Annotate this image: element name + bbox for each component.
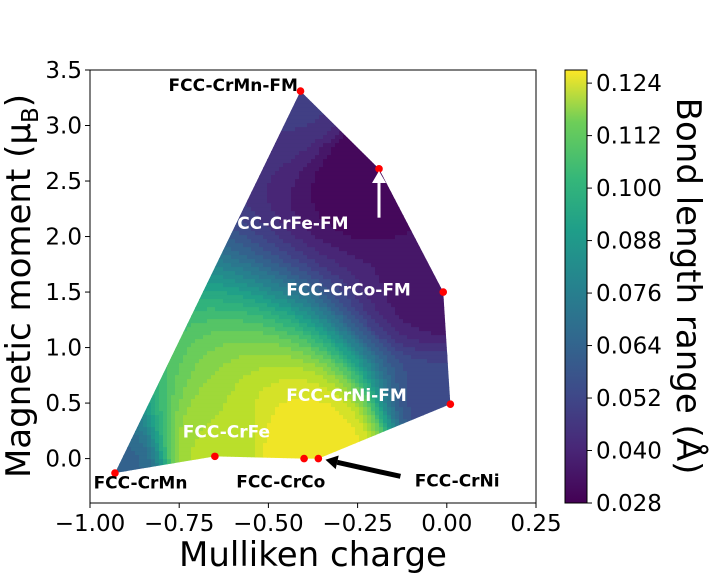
colorbar-tick-label: 0.088 bbox=[596, 229, 662, 255]
x-tick-label: −0.75 bbox=[144, 511, 214, 537]
x-tick-label: −1.00 bbox=[55, 511, 125, 537]
point-fcc-crni-fm bbox=[446, 400, 455, 408]
colorbar-tick-label: 0.064 bbox=[596, 334, 662, 360]
annotation-fcc-crni: FCC-CrNi bbox=[415, 471, 500, 491]
point-fcc-crni bbox=[314, 454, 323, 463]
y-axis-label: Magnetic moment (μB) bbox=[0, 94, 44, 478]
annotation-fcc-crfe-fm: FCC-CrFe-FM bbox=[226, 214, 349, 234]
point-fcc-crmn-fm bbox=[296, 87, 305, 95]
y-axis-ticks: 0.0 0.5 1.0 1.5 2.0 2.5 3.0 3.5 bbox=[45, 58, 90, 473]
point-fcc-crfe bbox=[211, 452, 219, 461]
x-axis-ticks: −1.00 −0.75 −0.50 −0.25 0.00 0.25 bbox=[55, 503, 562, 537]
point-fcc-crco-fm bbox=[439, 288, 448, 296]
colorbar-tick-label: 0.028 bbox=[596, 491, 662, 517]
annotation-fcc-crni-fm: FCC-CrNi-FM bbox=[286, 386, 407, 406]
x-tick-label: 0.00 bbox=[421, 511, 472, 537]
x-tick-label: −0.50 bbox=[233, 511, 303, 537]
annotation-fcc-crmn-fm: FCC-CrMn-FM bbox=[168, 76, 297, 96]
annotation-fcc-crco: FCC-CrCo bbox=[236, 472, 325, 492]
y-tick-label: 3.0 bbox=[45, 114, 82, 140]
colorbar-tick-label: 0.100 bbox=[596, 176, 662, 202]
plot-frame bbox=[89, 69, 537, 504]
y-tick-label: 3.5 bbox=[45, 58, 82, 84]
annotation-fcc-crco-fm: FCC-CrCo-FM bbox=[286, 280, 411, 300]
data-points bbox=[111, 87, 455, 477]
annotations: FCC-CrMn-FM FCC-CrFe-FM FCC-CrCo-FM FCC-CrN… bbox=[94, 76, 500, 493]
colorbar-tick-label: 0.040 bbox=[596, 439, 662, 465]
point-fcc-crfe-fm bbox=[375, 165, 383, 173]
y-tick-label: 0.5 bbox=[45, 391, 82, 417]
colorbar-ticks: 0.028 0.040 0.052 0.064 0.076 0.088 0.100 0.112… bbox=[587, 71, 662, 517]
point-fcc-crmn bbox=[111, 469, 119, 477]
colorbar-label: Bond length range (Å) bbox=[668, 98, 709, 475]
annotation-fcc-crmn: FCC-CrMn bbox=[94, 474, 188, 494]
y-tick-label: 2.5 bbox=[45, 169, 82, 195]
x-tick-label: −0.25 bbox=[322, 511, 392, 537]
annotation-fcc-crfe: FCC-CrFe bbox=[183, 422, 270, 442]
arrow-head-0 bbox=[372, 171, 387, 184]
arrow-shaft-1 bbox=[336, 459, 401, 479]
arrow-head-1 bbox=[325, 455, 339, 470]
colorbar-tick-label: 0.112 bbox=[596, 124, 662, 150]
y-tick-label: 2.0 bbox=[45, 225, 82, 251]
colorbar bbox=[564, 69, 588, 504]
colorbar-tick-label: 0.052 bbox=[596, 386, 662, 412]
y-tick-label: 0.0 bbox=[45, 447, 82, 473]
y-tick-label: 1.5 bbox=[45, 280, 82, 306]
arrows bbox=[325, 171, 401, 479]
colorbar-tick-label: 0.124 bbox=[596, 71, 662, 97]
point-fcc-crco bbox=[300, 454, 308, 463]
colorbar-tick-label: 0.076 bbox=[596, 281, 662, 307]
x-tick-label: 0.25 bbox=[510, 511, 561, 537]
x-axis-label: Mulliken charge bbox=[179, 535, 447, 575]
y-tick-label: 1.0 bbox=[45, 336, 82, 362]
